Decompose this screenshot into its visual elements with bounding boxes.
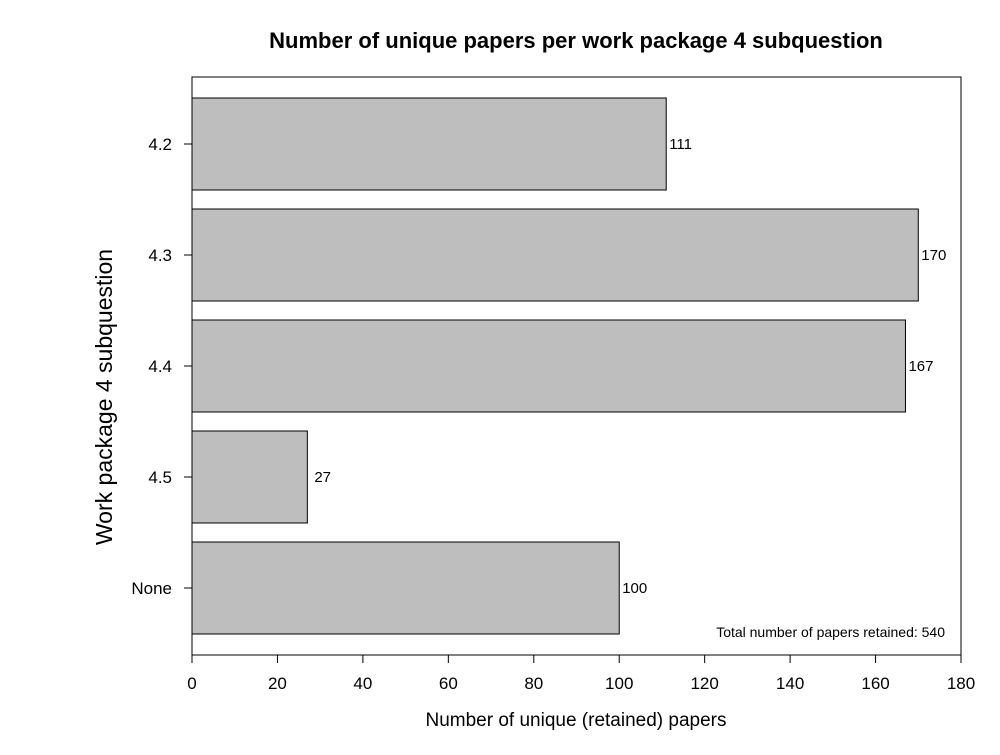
bar-4-5: [191, 430, 308, 524]
bars-layer: 111 170 167 27 100: [191, 97, 946, 635]
bar-none: [191, 541, 620, 635]
y-tick-label-none: None: [131, 579, 172, 598]
x-axis: 0 20 40 60 80 100 120 140 160 180: [187, 654, 975, 693]
x-tick-label-180: 180: [947, 674, 975, 693]
total-papers-annotation: Total number of papers retained: 540: [716, 624, 945, 640]
data-label-4-4: 167: [908, 358, 933, 375]
x-tick-label-0: 0: [187, 674, 196, 693]
y-tick-label-4-5: 4.5: [148, 468, 172, 487]
x-tick-label-60: 60: [439, 674, 458, 693]
x-axis-label: Number of unique (retained) papers: [425, 710, 726, 731]
x-tick-label-120: 120: [690, 674, 718, 693]
x-tick-label-40: 40: [353, 674, 372, 693]
data-label-none: 100: [622, 580, 647, 597]
data-label-4-3: 170: [921, 247, 946, 264]
chart-title: Number of unique papers per work package…: [269, 28, 883, 53]
data-label-4-2: 111: [669, 136, 692, 153]
y-axis: 4.2 4.3 4.4 4.5 None: [131, 135, 192, 598]
bar-4-3: [191, 208, 919, 302]
data-label-4-5: 27: [314, 469, 331, 486]
y-tick-label-4-3: 4.3: [148, 246, 172, 265]
x-tick-label-20: 20: [268, 674, 287, 693]
bar-4-4: [191, 319, 906, 413]
y-tick-label-4-4: 4.4: [148, 357, 172, 376]
x-tick-label-140: 140: [776, 674, 804, 693]
bar-4-2: [191, 97, 667, 191]
x-tick-label-100: 100: [605, 674, 633, 693]
y-axis-label: Work package 4 subquestion: [91, 249, 117, 545]
x-tick-label-160: 160: [861, 674, 889, 693]
y-tick-label-4-2: 4.2: [148, 135, 172, 154]
x-tick-label-80: 80: [524, 674, 543, 693]
